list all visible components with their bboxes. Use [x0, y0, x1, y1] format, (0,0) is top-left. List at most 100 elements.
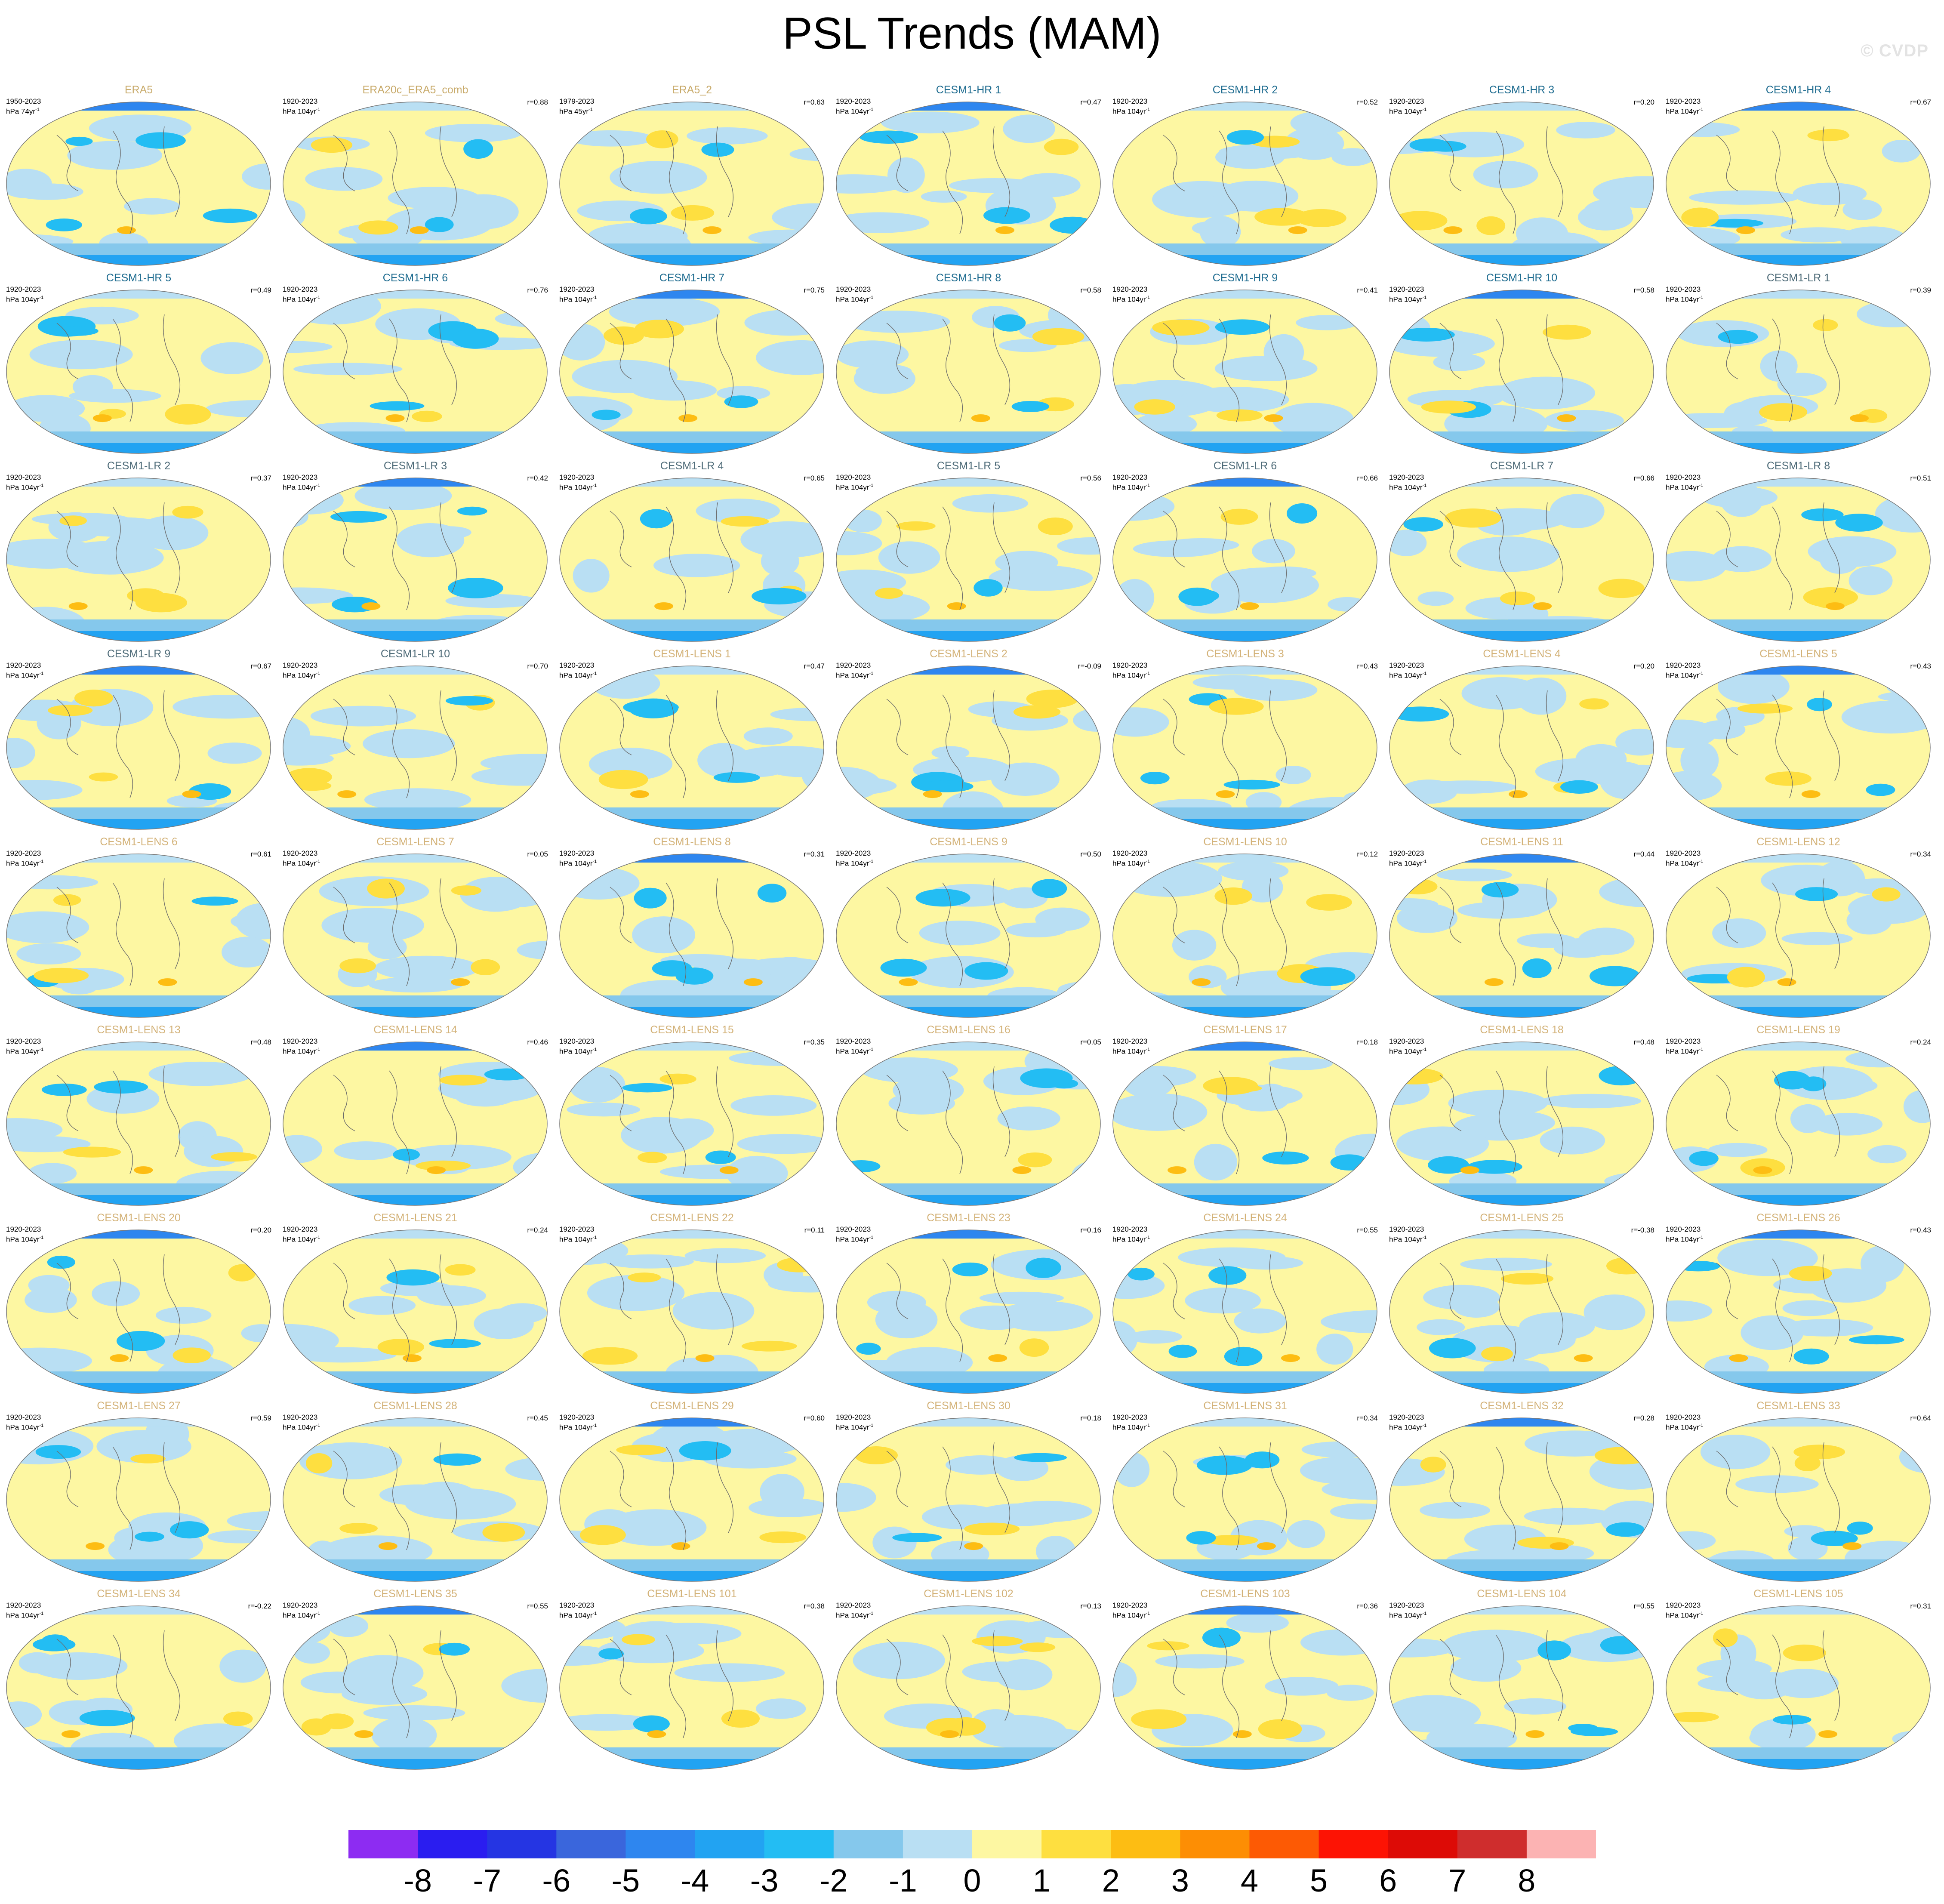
panel-units-text: hPa 104yr	[1112, 295, 1146, 304]
map-panel: CESM1-HR 7 1920-2023 hPa 104yr-1 r=0.75	[553, 271, 831, 458]
coastline	[886, 690, 1011, 798]
panel-correlation: r=-0.09	[1078, 662, 1101, 670]
panel-title: CESM1-LENS 12	[1756, 836, 1840, 848]
robinson-map	[1389, 478, 1654, 642]
map-panel: CESM1-LENS 14 1920-2023 hPa 104yr-1 r=0.46	[277, 1023, 554, 1210]
map-panel: CESM1-LENS 30 1920-2023 hPa 104yr-1 r=0.18	[830, 1399, 1107, 1586]
panel-units-text: hPa 104yr	[1666, 1423, 1699, 1432]
map-outline	[6, 1041, 271, 1206]
panel-period: 1920-2023	[836, 1225, 871, 1233]
units-exponent: -1	[1699, 1047, 1704, 1052]
coastline	[886, 502, 1011, 610]
coastline	[1716, 690, 1840, 798]
panel-units-text: hPa 45yr	[559, 107, 589, 116]
map-panel: CESM1-LENS 26 1920-2023 hPa 104yr-1 r=0.43	[1660, 1211, 1937, 1398]
coastline	[1716, 126, 1840, 234]
map-panel: CESM1-LENS 8 1920-2023 hPa 104yr-1 r=0.31	[553, 835, 831, 1022]
map-outline	[1389, 1417, 1654, 1582]
map-panel: CESM1-LENS 23 1920-2023 hPa 104yr-1 r=0.16	[830, 1211, 1107, 1398]
panel-units-text: hPa 104yr	[1112, 859, 1146, 868]
panel-period: 1920-2023	[283, 473, 318, 481]
map-outline	[1389, 1605, 1654, 1770]
panel-correlation: r=0.70	[527, 662, 548, 670]
panel-correlation: r=0.49	[250, 286, 271, 294]
panel-title: CESM1-LR 4	[660, 460, 724, 472]
units-exponent: -1	[592, 1611, 597, 1616]
panel-period: 1920-2023	[283, 1413, 318, 1421]
map-panel: CESM1-LENS 105 1920-2023 hPa 104yr-1 r=0.31	[1660, 1587, 1937, 1774]
panel-units: hPa 104yr-1	[1112, 1610, 1150, 1620]
panel-title: CESM1-LENS 34	[97, 1588, 181, 1600]
map-outline	[1112, 1229, 1377, 1394]
robinson-map	[1112, 102, 1377, 266]
panel-units: hPa 104yr-1	[6, 1422, 43, 1432]
units-exponent: -1	[316, 107, 320, 112]
map-panel: ERA5 1950-2023 hPa 74yr-1	[0, 83, 277, 270]
panel-correlation: r=0.66	[1357, 474, 1378, 482]
panel-units-text: hPa 104yr	[1112, 483, 1146, 492]
panel-units-text: hPa 104yr	[836, 295, 869, 304]
panel-units: hPa 104yr-1	[1389, 1610, 1426, 1620]
coastline	[1716, 1066, 1840, 1174]
robinson-map	[6, 1417, 271, 1582]
panel-period: 1920-2023	[1112, 1601, 1148, 1609]
panel-title: CESM1-LR 10	[380, 648, 450, 660]
map-outline	[1666, 478, 1931, 642]
panel-correlation: r=0.67	[250, 662, 271, 670]
panel-correlation: r=0.56	[1080, 474, 1101, 482]
panel-units-text: hPa 104yr	[1666, 483, 1699, 492]
panel-correlation: r=0.76	[527, 286, 548, 294]
map-outline	[1112, 853, 1377, 1018]
panel-units: hPa 104yr-1	[1666, 1234, 1703, 1244]
units-exponent: -1	[1422, 295, 1427, 300]
panel-units: hPa 104yr-1	[6, 858, 43, 868]
panel-period: 1920-2023	[1112, 849, 1148, 857]
panel-title: CESM1-LENS 23	[927, 1212, 1011, 1224]
map-outline	[1112, 665, 1377, 830]
coastline	[886, 1254, 1011, 1362]
panel-title: ERA5_2	[672, 84, 712, 96]
coastline	[1716, 502, 1840, 610]
robinson-map	[6, 853, 271, 1018]
panel-period: 1920-2023	[559, 661, 595, 669]
panel-title: CESM1-HR 8	[936, 272, 1001, 284]
map-panel: CESM1-HR 10 1920-2023 hPa 104yr-1 r=0.58	[1383, 271, 1661, 458]
units-exponent: -1	[592, 295, 597, 300]
units-exponent: -1	[869, 1235, 874, 1240]
panel-period: 1920-2023	[283, 849, 318, 857]
colorbar-tick-label: 4	[1240, 1863, 1259, 1898]
panel-title: CESM1-LENS 22	[650, 1212, 734, 1224]
coastline	[886, 1630, 1011, 1738]
robinson-map	[1666, 290, 1931, 454]
map-panel: CESM1-LENS 34 1920-2023 hPa 104yr-1 r=-0.22	[0, 1587, 277, 1774]
panel-units-text: hPa 104yr	[6, 671, 40, 680]
coastline	[333, 314, 457, 422]
map-outline	[559, 102, 824, 266]
panel-title: CESM1-LENS 25	[1480, 1212, 1564, 1224]
panel-correlation: r=0.41	[1357, 286, 1378, 294]
panel-correlation: r=0.20	[1633, 662, 1654, 670]
units-exponent: -1	[1422, 671, 1427, 676]
panel-units-text: hPa 104yr	[836, 859, 869, 868]
units-exponent: -1	[39, 295, 44, 300]
coastline	[333, 1254, 457, 1362]
panel-units: hPa 104yr-1	[1112, 1046, 1150, 1056]
panel-period: 1920-2023	[836, 285, 871, 293]
units-exponent: -1	[1422, 1423, 1427, 1428]
panel-title: CESM1-LENS 28	[373, 1400, 457, 1412]
panel-units: hPa 104yr-1	[836, 858, 873, 868]
map-outline	[836, 1041, 1101, 1206]
map-outline	[1666, 1417, 1931, 1582]
panel-period: 1920-2023	[1666, 1413, 1701, 1421]
panel-title: CESM1-HR 3	[1489, 84, 1555, 96]
map-outline	[6, 1605, 271, 1770]
panel-units: hPa 104yr-1	[1389, 1422, 1426, 1432]
map-panel: CESM1-LENS 13 1920-2023 hPa 104yr-1 r=0.48	[0, 1023, 277, 1210]
panel-units-text: hPa 104yr	[559, 483, 593, 492]
panel-period: 1920-2023	[1666, 1225, 1701, 1233]
panel-period: 1920-2023	[1389, 1225, 1424, 1233]
units-exponent: -1	[316, 483, 320, 488]
colorbar-tick-label: -5	[611, 1863, 640, 1898]
map-panel: CESM1-LENS 21 1920-2023 hPa 104yr-1 r=0.24	[277, 1211, 554, 1398]
panel-period: 1920-2023	[559, 1413, 595, 1421]
